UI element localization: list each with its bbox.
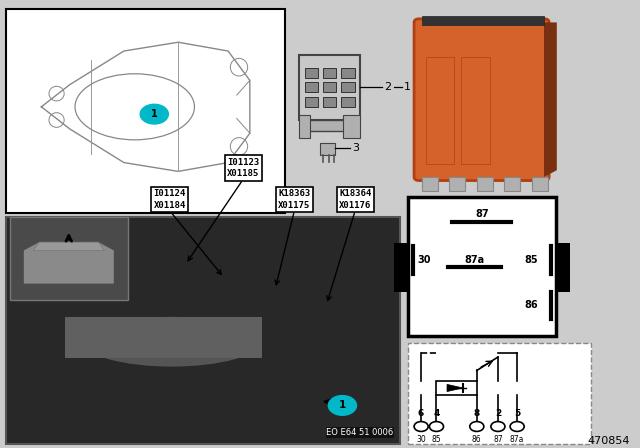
Bar bbox=[6, 217, 400, 444]
Text: 470854: 470854 bbox=[588, 436, 630, 446]
Circle shape bbox=[470, 422, 484, 431]
Bar bbox=[10, 217, 128, 300]
Text: 86: 86 bbox=[472, 435, 482, 444]
Text: 2: 2 bbox=[385, 82, 392, 92]
Text: 4: 4 bbox=[433, 409, 440, 418]
Polygon shape bbox=[24, 242, 114, 284]
Bar bbox=[6, 9, 285, 213]
Text: K18364
X01176: K18364 X01176 bbox=[339, 189, 371, 210]
Text: 1: 1 bbox=[404, 82, 410, 92]
Text: 30: 30 bbox=[416, 435, 426, 444]
Text: 87: 87 bbox=[475, 209, 489, 219]
Text: 3: 3 bbox=[352, 143, 359, 153]
Bar bbox=[343, 115, 360, 138]
Bar bbox=[532, 177, 548, 191]
Text: 2: 2 bbox=[495, 409, 501, 418]
Bar bbox=[300, 115, 310, 138]
Circle shape bbox=[140, 104, 168, 124]
Bar bbox=[341, 97, 355, 107]
Bar bbox=[556, 243, 570, 292]
Bar bbox=[341, 68, 355, 78]
Bar bbox=[305, 82, 318, 92]
Circle shape bbox=[510, 422, 524, 431]
Bar bbox=[477, 177, 493, 191]
Bar bbox=[323, 97, 336, 107]
Bar bbox=[305, 97, 318, 107]
Text: 87a: 87a bbox=[465, 254, 484, 265]
Text: 85: 85 bbox=[524, 254, 538, 265]
Polygon shape bbox=[544, 22, 557, 177]
Text: 87a: 87a bbox=[510, 435, 524, 444]
Text: 8: 8 bbox=[474, 409, 480, 418]
Bar bbox=[426, 57, 454, 164]
Bar bbox=[408, 343, 591, 444]
Circle shape bbox=[328, 396, 356, 415]
Polygon shape bbox=[447, 384, 463, 392]
Text: K18363
X01175: K18363 X01175 bbox=[278, 189, 310, 210]
Bar bbox=[436, 381, 477, 395]
Text: 6: 6 bbox=[418, 409, 424, 418]
Bar bbox=[449, 177, 465, 191]
Text: I01123
X01185: I01123 X01185 bbox=[227, 158, 259, 178]
Bar bbox=[422, 16, 544, 25]
Text: 5: 5 bbox=[514, 409, 520, 418]
Bar bbox=[300, 55, 360, 120]
Bar bbox=[65, 317, 262, 358]
Circle shape bbox=[491, 422, 505, 431]
Ellipse shape bbox=[83, 317, 260, 366]
Bar bbox=[394, 243, 408, 292]
Circle shape bbox=[414, 422, 428, 431]
Text: 87: 87 bbox=[493, 435, 503, 444]
Text: 85: 85 bbox=[431, 435, 442, 444]
Text: 86: 86 bbox=[524, 301, 538, 310]
Bar bbox=[305, 120, 354, 131]
Text: 1: 1 bbox=[339, 401, 346, 410]
Polygon shape bbox=[33, 242, 104, 250]
Bar bbox=[422, 177, 438, 191]
Bar bbox=[408, 197, 556, 336]
FancyBboxPatch shape bbox=[414, 19, 549, 181]
Bar bbox=[323, 82, 336, 92]
Text: 30: 30 bbox=[417, 254, 431, 265]
Text: 1: 1 bbox=[151, 109, 157, 119]
Bar bbox=[461, 57, 490, 164]
Bar bbox=[341, 82, 355, 92]
Bar bbox=[320, 143, 335, 155]
Text: EO E64 51 0006: EO E64 51 0006 bbox=[326, 428, 394, 437]
Circle shape bbox=[429, 422, 444, 431]
Bar bbox=[504, 177, 520, 191]
Text: I01124
X01184: I01124 X01184 bbox=[154, 189, 186, 210]
Bar bbox=[305, 68, 318, 78]
Bar bbox=[323, 68, 336, 78]
